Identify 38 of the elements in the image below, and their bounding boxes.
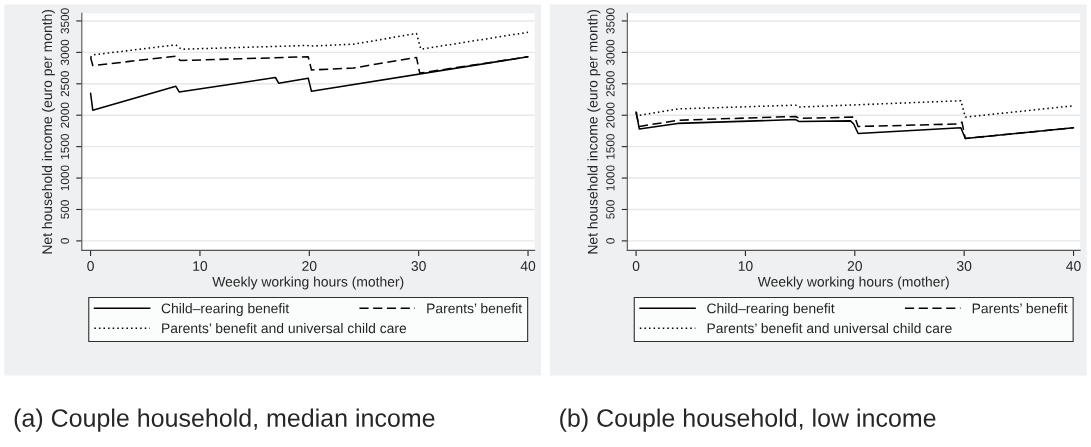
y-tick-label: 1500 xyxy=(60,133,70,159)
x-tick-label: 20 xyxy=(847,261,862,271)
text: (b) Couple household, low income xyxy=(560,408,936,432)
x-axis-title: Weekly working hours (mother) xyxy=(212,276,404,290)
y-tick-label: 1500 xyxy=(606,133,615,159)
y-axis-title: Net household income (euro per month) xyxy=(41,9,55,254)
x-tick-label: 10 xyxy=(738,261,753,271)
x-tick-label: 20 xyxy=(302,261,317,271)
y-tick-label: 0 xyxy=(606,238,615,244)
y-axis-title: Net household income (euro per month) xyxy=(587,9,601,254)
legend-label: Child‒rearing benefit xyxy=(161,303,290,317)
y-tick-label: 3500 xyxy=(606,8,615,34)
x-tick-label: 30 xyxy=(956,261,972,271)
legend-label: Parents’ benefit xyxy=(972,303,1068,314)
y-tick-label: 0 xyxy=(60,238,70,244)
y-tick-label: 2000 xyxy=(606,102,615,128)
x-tick-label: 0 xyxy=(632,261,640,271)
x-tick-label: 40 xyxy=(520,261,536,271)
y-tick-label: 500 xyxy=(606,200,615,219)
x-axis-title: Weekly working hours (mother) xyxy=(757,276,949,290)
y-tick-label: 2500 xyxy=(60,71,70,97)
x-tick-label: 40 xyxy=(1066,261,1081,271)
y-tick-label: 3000 xyxy=(606,39,615,66)
legend-label: Parents’ benefit and universal child care xyxy=(707,322,952,334)
legend-label: Child‒rearing benefit xyxy=(707,303,835,317)
y-tick-label: 2500 xyxy=(606,71,615,97)
legend-label: Parents’ benefit and universal child care xyxy=(162,322,407,334)
x-tick-label: 0 xyxy=(87,261,94,271)
y-tick-label: 500 xyxy=(60,200,70,219)
legend-label: Parents’ benefit xyxy=(427,303,522,314)
y-tick-label: 2000 xyxy=(60,102,70,128)
text: (a) Couple household, median income xyxy=(14,408,435,432)
x-tick-label: 10 xyxy=(193,261,208,271)
y-tick-label: 1000 xyxy=(60,165,70,191)
y-tick-label: 3500 xyxy=(60,8,70,34)
x-tick-label: 30 xyxy=(411,261,426,271)
y-tick-label: 3000 xyxy=(60,39,70,66)
y-tick-label: 1000 xyxy=(606,165,615,191)
